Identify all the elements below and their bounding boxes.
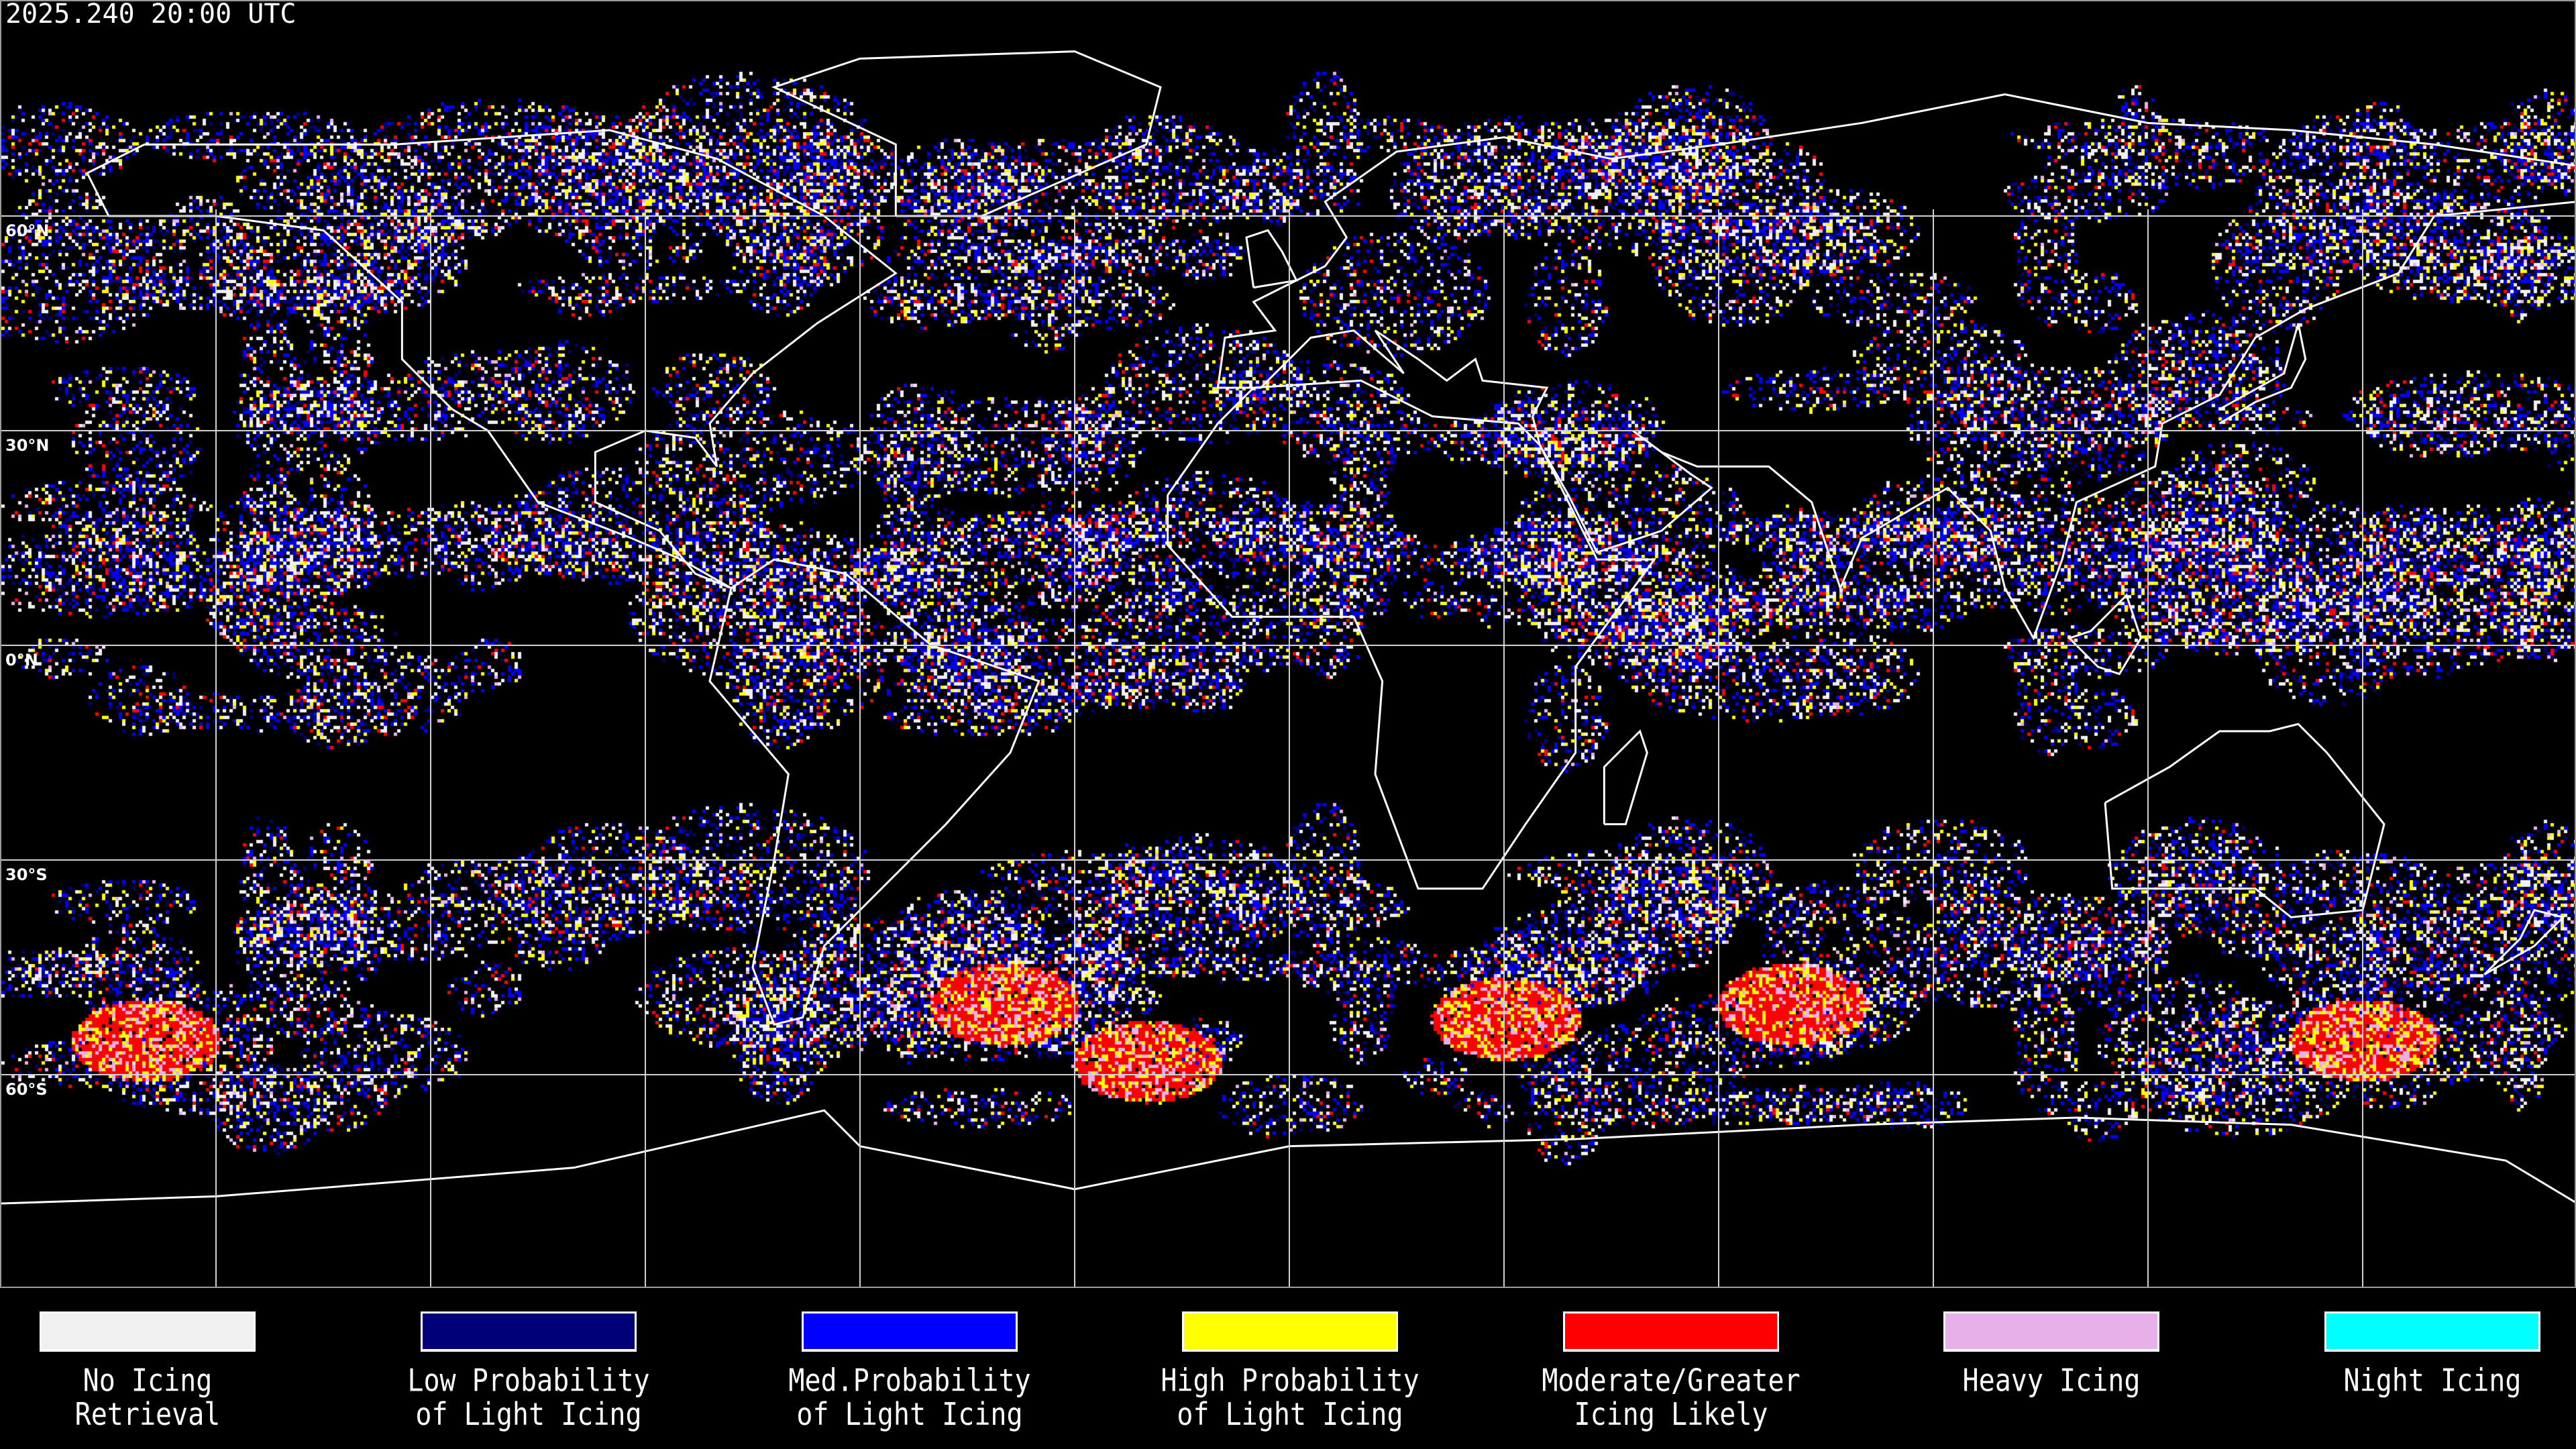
coastline-new-zealand [2483,908,2565,975]
coastline-madagascar [1603,729,1648,826]
latitude-label: 0°N [5,651,38,669]
legend-swatch [1563,1311,1779,1352]
legend-label-line: Med.Probability [788,1362,1031,1399]
coastline-borneo [2068,593,2142,676]
coastline-japan [2218,323,2307,425]
legend-swatch [802,1311,1018,1352]
legend-swatch [40,1311,256,1352]
legend-item: Moderate/Greater Icing Likely [1542,1311,1801,1432]
latitude-label: 30°N [5,436,50,455]
legend-label-line: of Light Icing [1177,1397,1403,1433]
legend-item: Night Icing [2324,1311,2540,1398]
legend-label: No Icing Retrieval [0,1364,296,1432]
legend-label-line: Heavy Icing [1962,1362,2141,1399]
legend-label: High Probability of Light Icing [1142,1364,1438,1432]
latitude-label: 60°S [5,1080,48,1099]
legend-label-line: No Icing [83,1362,213,1399]
legend-label-line: Night Icing [2343,1362,2522,1399]
legend-item: High Probability of Light Icing [1161,1311,1419,1432]
legend-label: Med.Probability of Light Icing [761,1364,1058,1432]
legend-label-line: Low Probability [407,1362,650,1399]
legend-item: Med.Probability of Light Icing [788,1311,1031,1432]
legend-label-line: High Probability [1161,1362,1419,1399]
coastline-greenland [771,50,1162,217]
legend-label: Moderate/Greater Icing Likely [1523,1364,1819,1432]
legend-item: No Icing Retrieval [40,1311,256,1432]
legend-item: Heavy Icing [1943,1311,2159,1398]
legend-item: Low Probability of Light Icing [407,1311,650,1432]
legend-swatch [1182,1311,1398,1352]
legend-swatch [2324,1311,2540,1352]
legend-label-line: of Light Icing [415,1397,642,1433]
timestamp: 2025.240 20:00 UTC [5,0,297,30]
legend-label: Low Probability of Light Icing [380,1364,677,1432]
legend-label-line: Moderate/Greater [1542,1362,1801,1399]
legend-label-line: Icing Likely [1574,1397,1768,1433]
latitude-label: 60°N [5,221,50,240]
legend-label: Heavy Icing [1903,1364,2200,1398]
latitude-label: 30°S [5,865,48,884]
legend-swatch [421,1311,637,1352]
legend-swatch [1943,1311,2159,1352]
coastline-south-america [708,558,1040,1026]
map-overlay [1,50,2575,1287]
icing-map: 2025.240 20:00 UTC 60°N 30°N 0°N 30°S 60°S [0,0,2576,1288]
coastline-north-america [86,129,898,590]
coastline-australia [2104,722,2385,918]
legend-label-line: Retrieval [74,1397,221,1433]
legend-label-line: of Light Icing [796,1397,1023,1433]
legend-label: Night Icing [2284,1364,2576,1398]
coastline-africa [1167,379,1656,890]
coastline-eurasia [1216,93,2575,641]
